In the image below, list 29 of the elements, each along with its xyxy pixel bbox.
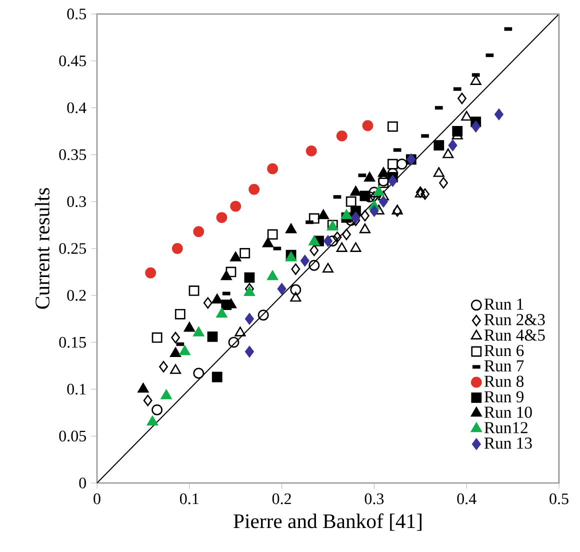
y-tick-label: 0.1 <box>67 384 86 395</box>
legend-label: Run 4&5 <box>484 329 545 341</box>
x-tick-label: 0.4 <box>457 493 476 504</box>
legend-label: Run 13 <box>484 438 532 449</box>
y-tick-label: 0 <box>79 478 86 488</box>
y-axis-title: Current results <box>34 188 50 309</box>
y-tick-label: 0.15 <box>59 336 86 348</box>
legend-label: Run 6 <box>484 344 524 356</box>
legend-label: Run 10 <box>484 406 532 418</box>
y-tick-label: 0.4 <box>67 102 86 114</box>
legend-label: Run12 <box>484 422 528 434</box>
x-tick-label: 0.3 <box>364 493 384 504</box>
legend-label: Run 1 <box>484 298 524 310</box>
y-tick-label: 0.5 <box>67 8 86 20</box>
y-tick-label: 0.05 <box>59 430 86 442</box>
y-tick-label: 0.45 <box>59 55 86 66</box>
y-tick-label: 0.2 <box>67 290 86 301</box>
y-tick-label: 0.25 <box>59 243 86 254</box>
x-tick-label: 0.1 <box>180 493 198 504</box>
x-axis-title: Pierre and Bankof [41] <box>234 513 422 531</box>
legend-label: Run 7 <box>484 360 524 372</box>
y-tick-label: 0.35 <box>59 149 86 160</box>
x-tick-label: 0.5 <box>550 493 568 504</box>
x-tick-label: 0 <box>94 493 100 504</box>
legend-label: Run 2&3 <box>484 314 545 326</box>
y-tick-label: 0.3 <box>67 196 86 208</box>
legend-label: Run 9 <box>484 391 524 402</box>
x-tick-label: 0.2 <box>272 493 291 504</box>
legend-label: Run 8 <box>484 376 524 387</box>
